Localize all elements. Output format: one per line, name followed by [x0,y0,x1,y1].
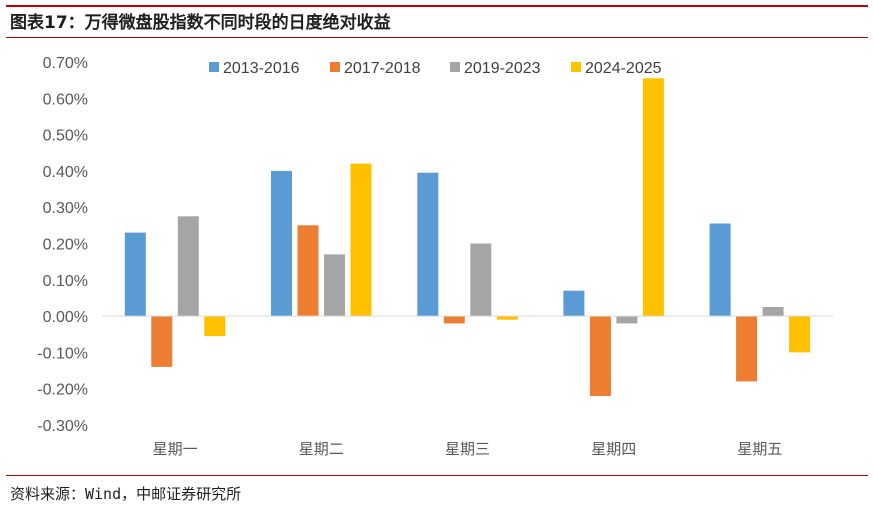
y-tick-label: 0.10% [43,273,88,290]
y-tick-label: 0.60% [43,91,88,108]
x-category-label: 星期四 [591,440,636,458]
legend-label: 2013-2016 [223,60,300,77]
y-tick-label: 0.50% [43,128,88,145]
bar-2017-2018-星期三 [443,316,465,324]
x-category-label: 星期三 [445,440,490,458]
legend-swatch [330,62,340,72]
y-tick-label: 0.40% [43,164,88,181]
bar-2024-2025-星期四 [642,78,664,317]
bar-series [124,78,811,396]
legend: 2013-2016 2017-2018 2019-2023 2024-2025 [209,60,662,77]
bar-2017-2018-星期二 [297,225,319,317]
figure-title: 图表17：万得微盘股指数不同时段的日度绝对收益 [10,13,391,33]
legend-swatch [209,62,219,72]
y-axis: 0.70% 0.60% 0.50% 0.40% 0.30% 0.20% 0.10% 0.00%… [37,55,88,435]
legend-item: 2017-2018 [330,60,421,77]
source-note: 资料来源：Wind，中邮证券研究所 [10,485,242,503]
y-tick-label: -0.10% [37,345,88,362]
y-tick-label: 0.30% [43,200,88,217]
legend-swatch [450,62,460,72]
bar-2019-2023-星期四 [616,316,638,324]
bar-2017-2018-星期四 [589,316,611,396]
bar-2024-2025-星期一 [204,316,226,337]
bar-2013-2016-星期四 [563,290,585,317]
y-tick-label: -0.30% [37,418,88,435]
bar-2017-2018-星期一 [151,316,173,367]
top-rule [6,5,868,7]
x-category-label: 星期五 [737,440,782,458]
title-rule [6,37,868,38]
legend-label: 2024-2025 [585,60,662,77]
bar-2013-2016-星期三 [417,172,439,317]
x-axis: 星期一 星期二 星期三 星期四 星期五 [153,440,783,458]
bar-2019-2023-星期五 [762,307,784,317]
y-tick-label: 0.70% [43,55,88,72]
legend-item: 2024-2025 [571,60,662,77]
legend-item: 2013-2016 [209,60,300,77]
x-category-label: 星期二 [299,440,344,458]
bar-2019-2023-星期一 [177,216,199,317]
bar-2024-2025-星期三 [496,316,518,320]
x-category-label: 星期一 [153,440,198,458]
y-tick-label: 0.20% [43,237,88,254]
bar-2019-2023-星期三 [470,243,492,317]
legend-label: 2017-2018 [344,60,421,77]
bar-2024-2025-星期二 [350,163,372,317]
bar-2013-2016-星期五 [709,223,731,317]
bar-2017-2018-星期五 [736,316,758,382]
bar-2013-2016-星期一 [124,232,146,317]
bar-2024-2025-星期五 [789,316,811,353]
bar-2013-2016-星期二 [271,170,292,317]
legend-label: 2019-2023 [464,60,541,77]
bottom-rule [6,475,868,476]
y-tick-label: -0.20% [37,382,88,399]
legend-swatch [571,62,581,72]
y-tick-label: 0.00% [43,309,88,326]
legend-item: 2019-2023 [450,60,541,77]
bar-2019-2023-星期二 [324,254,345,317]
bar-chart: 0.70% 0.60% 0.50% 0.40% 0.30% 0.20% 0.10% 0.00%… [37,55,833,458]
